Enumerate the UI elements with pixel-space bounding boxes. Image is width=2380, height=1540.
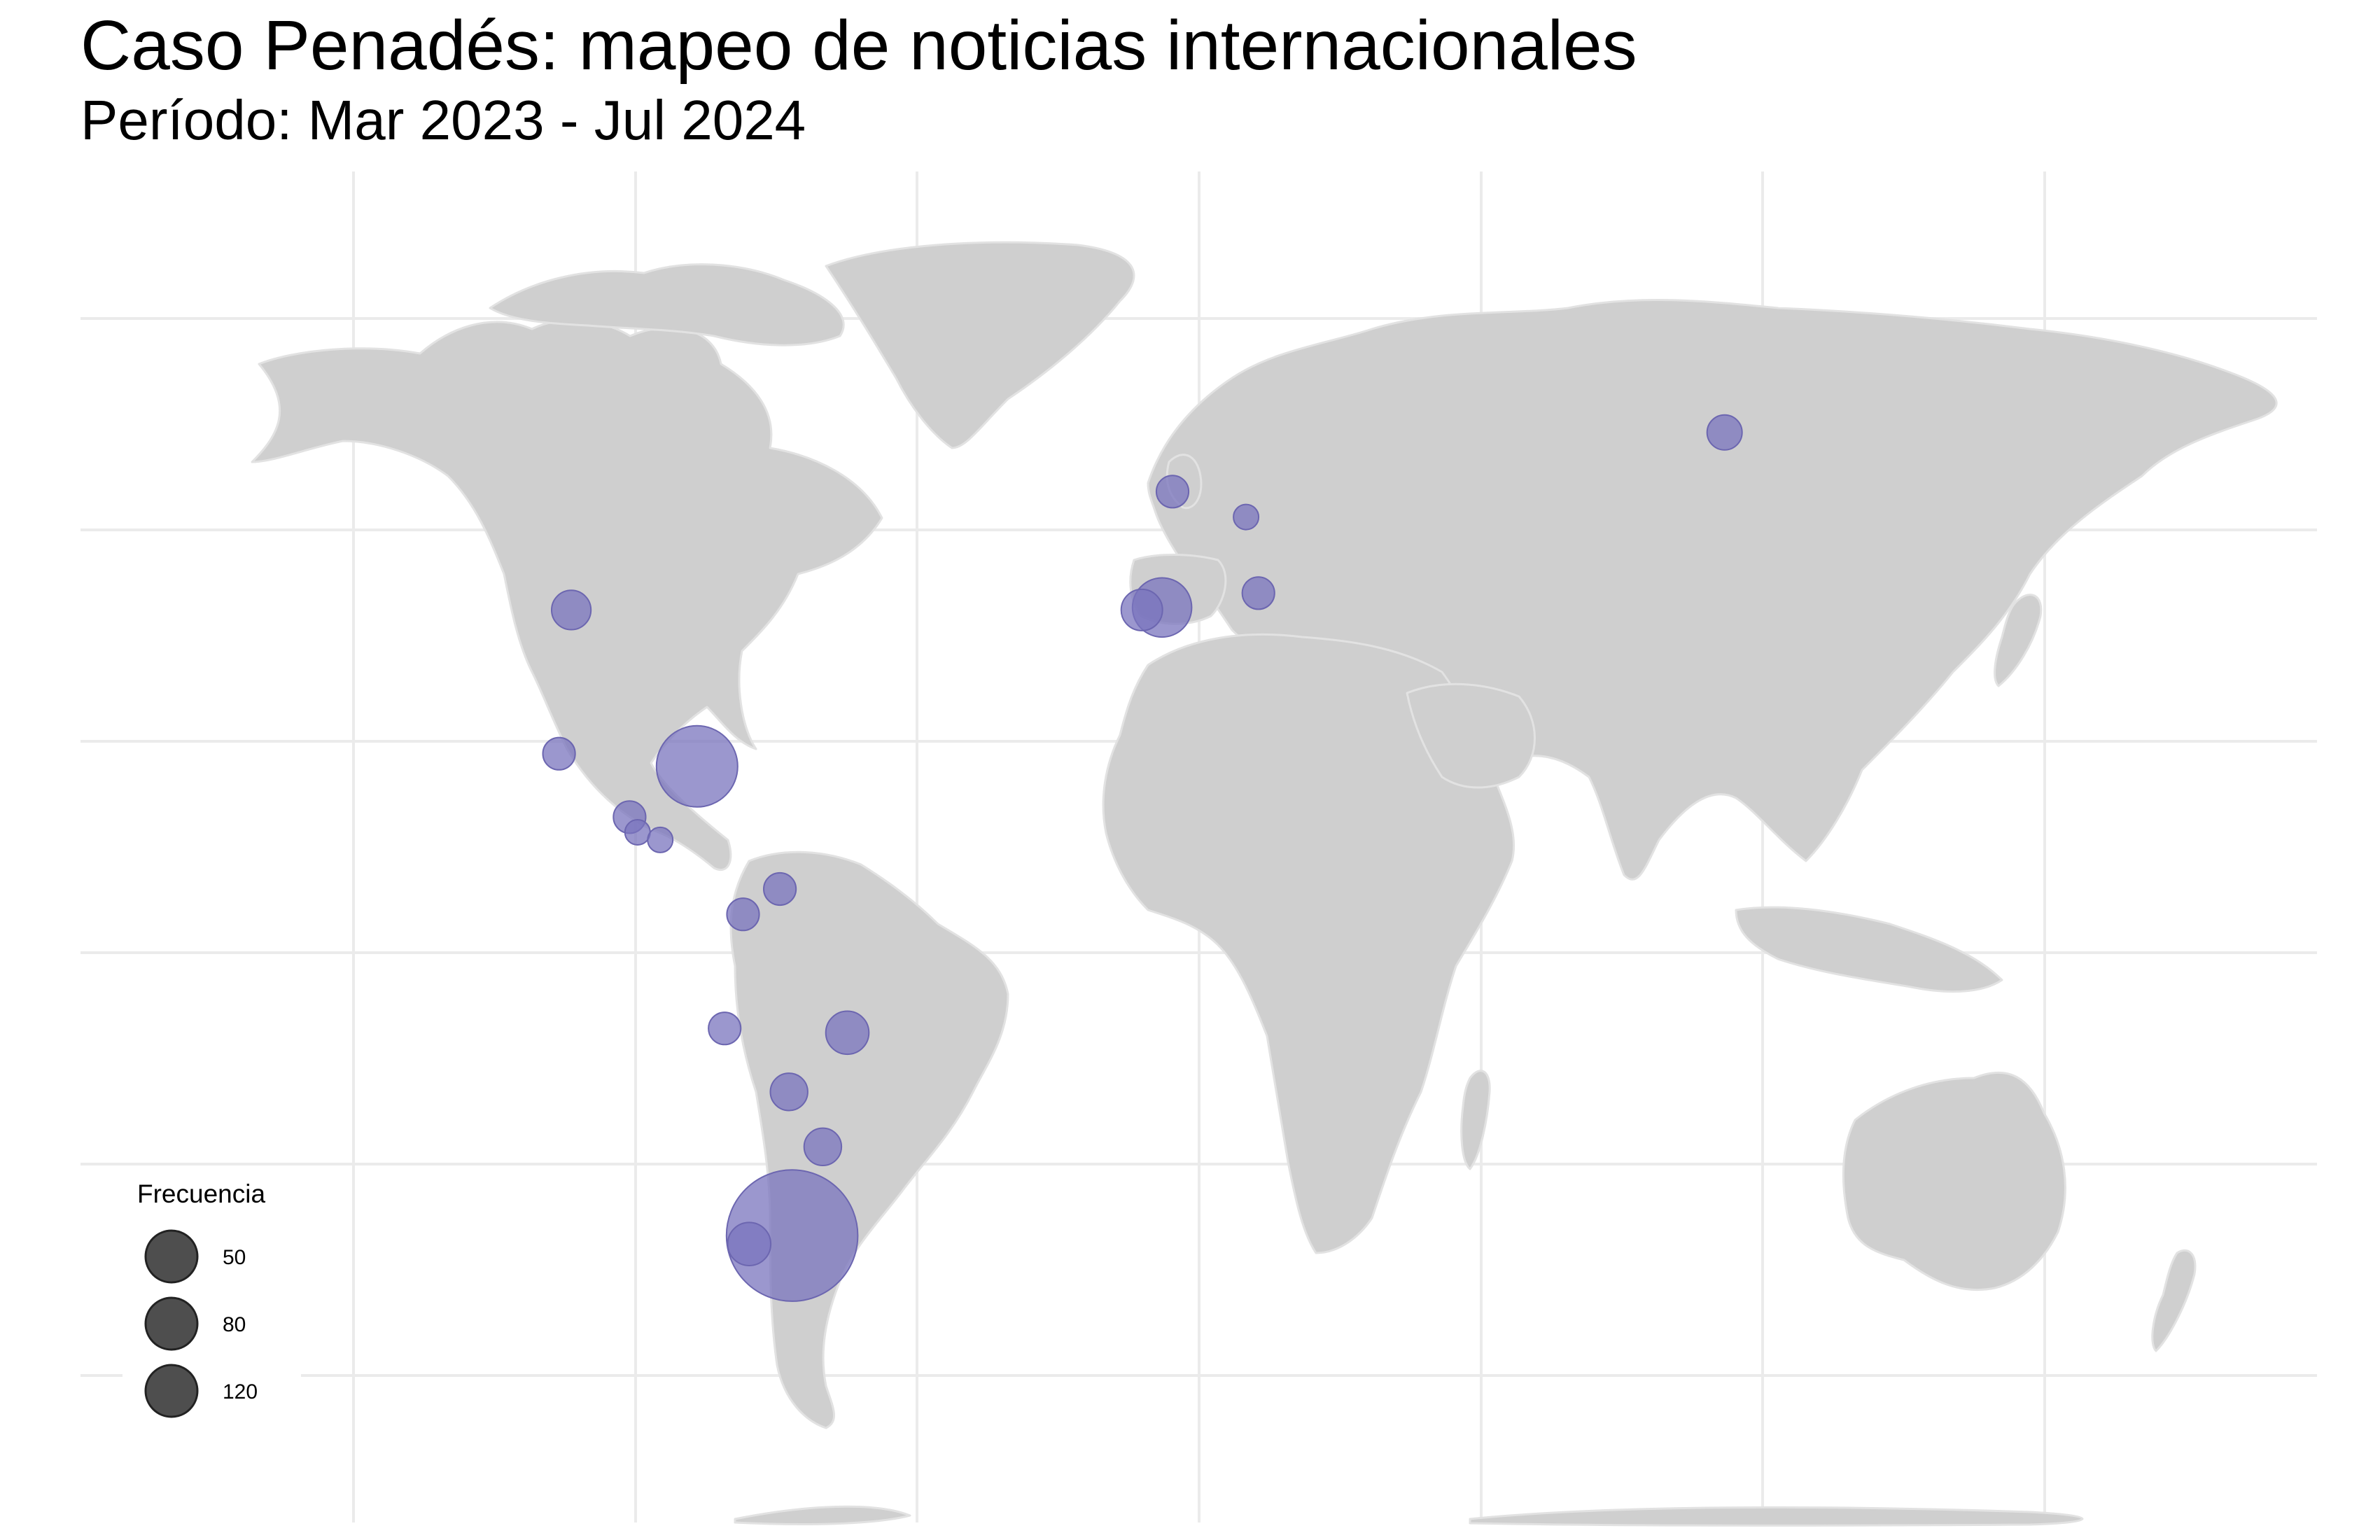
japan-landmass <box>1994 594 2043 687</box>
map-bubble <box>769 1072 808 1112</box>
legend-key-label: 80 <box>223 1313 246 1336</box>
page-title: Caso Penadés: mapeo de noticias internac… <box>80 6 1637 85</box>
page-subtitle: Período: Mar 2023 - Jul 2024 <box>80 89 806 151</box>
map-bubble <box>542 736 576 771</box>
legend-key-label: 50 <box>223 1246 246 1269</box>
map-bubble <box>708 1011 742 1046</box>
madagascar-landmass <box>1460 1070 1491 1170</box>
map-bubble <box>763 872 797 906</box>
arctic-islands-landmass <box>489 263 845 346</box>
landmasses <box>251 241 2278 1527</box>
map-bubble <box>655 724 738 808</box>
map-bubble <box>647 826 674 853</box>
new-zealand-landmass <box>2151 1249 2197 1352</box>
legend-key-circle <box>144 1296 199 1351</box>
legend-key-label: 120 <box>223 1380 258 1404</box>
map-bubble <box>1233 503 1260 531</box>
antarctica-landmass <box>734 1505 2084 1527</box>
southeast-asia-islands-landmass <box>1735 906 2003 993</box>
map-bubble <box>726 897 760 932</box>
greenland-landmass <box>825 241 1135 449</box>
legend-key-circle <box>144 1229 199 1284</box>
legend: Frecuencia 50 80 120 <box>122 1169 301 1449</box>
map-bubble <box>1120 588 1163 631</box>
map-bubble <box>1241 576 1275 610</box>
australia-landmass <box>1842 1071 2066 1292</box>
map-bubble <box>624 819 651 846</box>
map-bubble <box>1706 414 1743 451</box>
legend-key-circle <box>144 1364 199 1418</box>
africa-landmass <box>1102 633 1516 1254</box>
legend-items: 50 80 120 <box>144 1229 258 1418</box>
map-bubble <box>551 589 592 631</box>
map-bubble <box>825 1010 870 1056</box>
map-bubble <box>725 1169 859 1302</box>
bubbles-layer <box>542 414 1743 1302</box>
arabia-landmass <box>1406 682 1536 789</box>
map-bubble <box>727 1222 772 1266</box>
south-america-landmass <box>729 850 1009 1429</box>
legend-title: Frecuencia <box>137 1180 265 1208</box>
map-bubble <box>1155 475 1190 509</box>
map-bubble <box>803 1127 843 1167</box>
